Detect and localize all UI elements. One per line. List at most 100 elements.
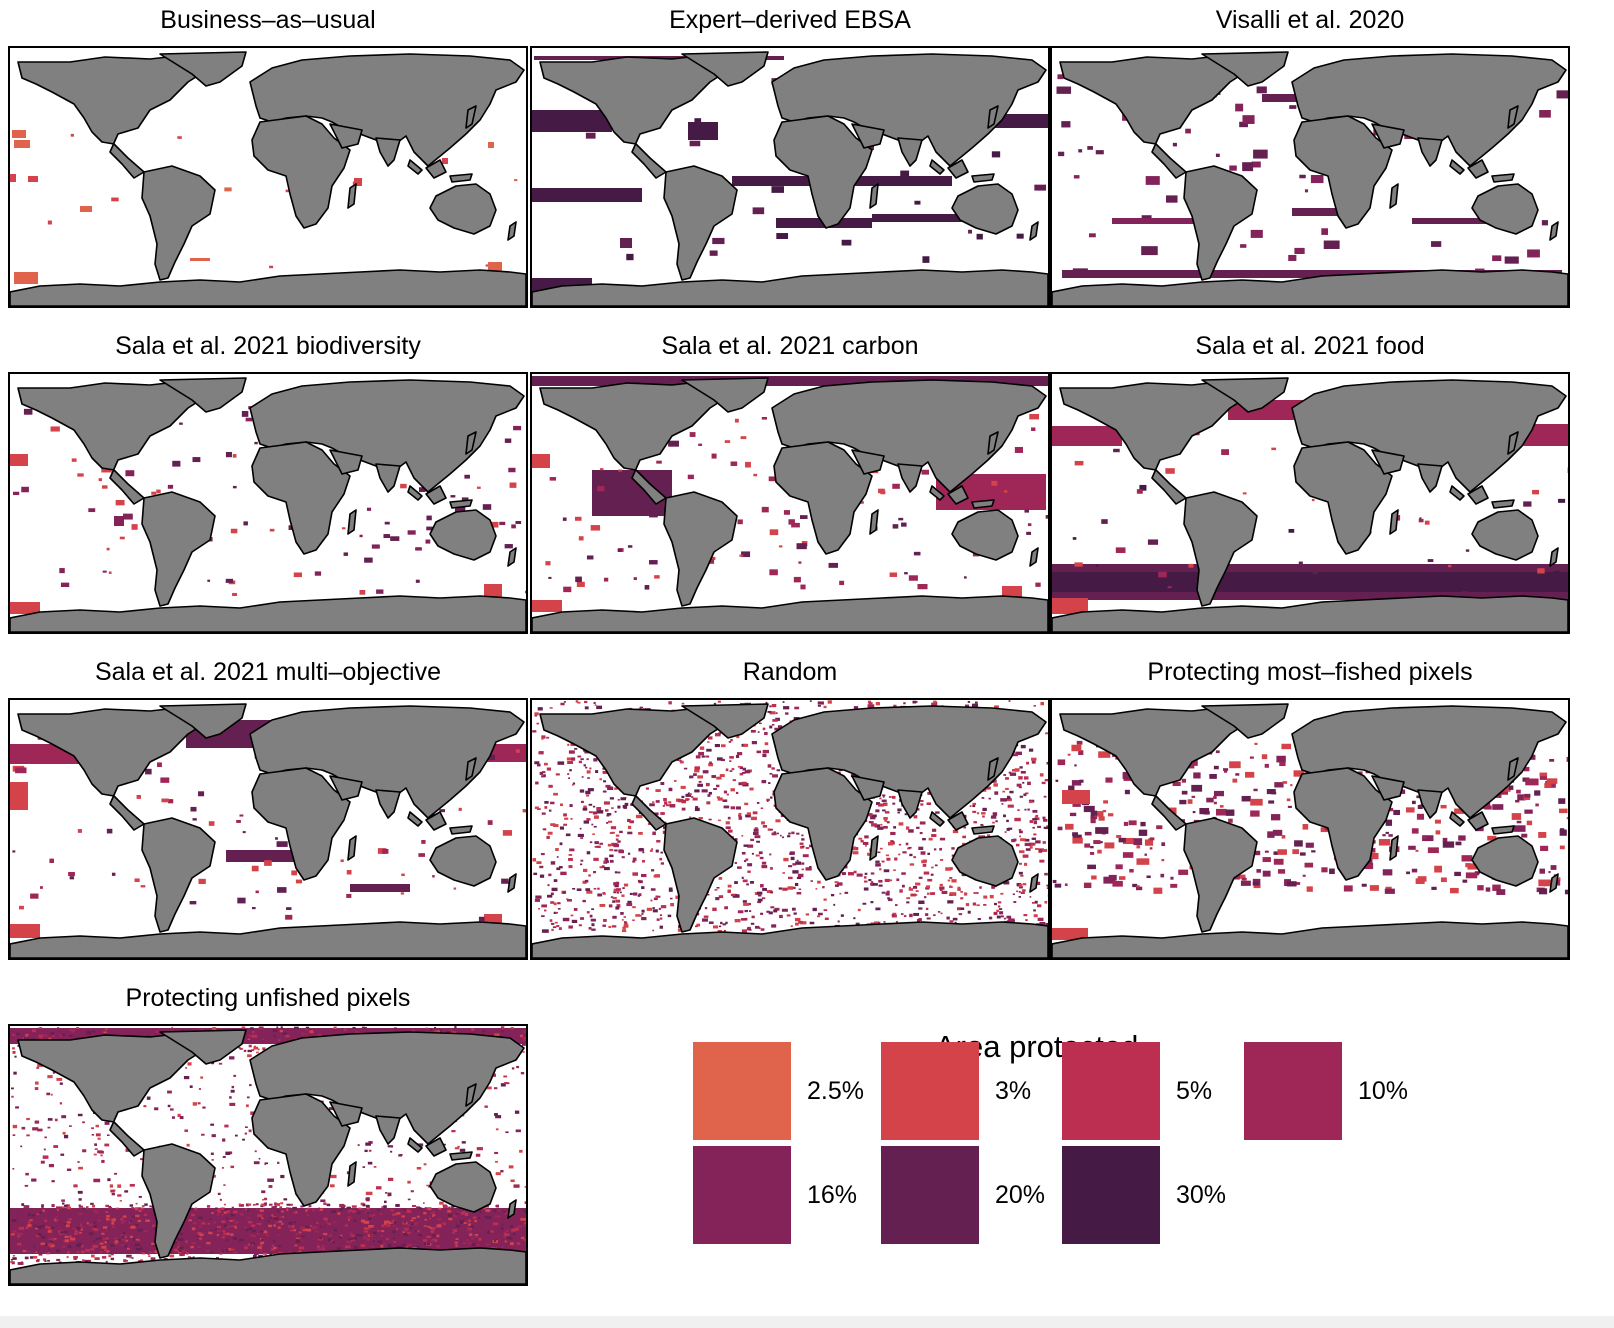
protected-pixel bbox=[348, 1219, 351, 1221]
protected-pixel bbox=[1527, 249, 1540, 258]
land bbox=[1449, 811, 1465, 827]
protected-pixel bbox=[68, 871, 75, 877]
land bbox=[375, 137, 401, 167]
protected-pixel bbox=[402, 1230, 406, 1233]
protected-pixel bbox=[785, 712, 789, 715]
protected-pixel bbox=[1304, 189, 1309, 193]
protected-pixel bbox=[694, 807, 700, 812]
protected-pixel bbox=[523, 1223, 526, 1227]
protected-pixel bbox=[44, 1260, 47, 1263]
protected-pixel bbox=[1219, 805, 1224, 808]
protected-pixel bbox=[606, 821, 609, 824]
protected-pixel bbox=[544, 909, 547, 912]
protected-pixel bbox=[703, 915, 709, 918]
protected-pixel bbox=[587, 788, 594, 792]
protected-pixel bbox=[802, 854, 809, 858]
protected-pixel bbox=[550, 823, 556, 827]
protected-pixel bbox=[447, 1233, 453, 1236]
protected-pixel bbox=[1115, 547, 1126, 553]
protected-pixel bbox=[892, 802, 896, 805]
protected-pixel bbox=[548, 809, 552, 812]
protected-pixel bbox=[1539, 772, 1548, 777]
protected-pixel bbox=[52, 1035, 55, 1038]
protected-pixel bbox=[37, 1063, 43, 1067]
protected-pixel bbox=[407, 1229, 412, 1232]
protected-pixel bbox=[40, 1226, 45, 1230]
protected-pixel bbox=[311, 1226, 317, 1229]
protected-pixel bbox=[973, 892, 976, 894]
land bbox=[507, 221, 517, 241]
protected-pixel bbox=[1431, 886, 1437, 890]
protected-pixel bbox=[1223, 768, 1229, 771]
land bbox=[507, 1199, 517, 1219]
protected-pixel bbox=[197, 1216, 203, 1220]
protected-pixel bbox=[26, 1117, 30, 1121]
protected-pixel bbox=[923, 871, 930, 875]
protected-pixel bbox=[271, 1206, 274, 1209]
protected-pixel bbox=[236, 819, 241, 823]
protected-pixel bbox=[79, 1225, 84, 1229]
land-masses bbox=[10, 377, 526, 632]
protected-pixel bbox=[582, 807, 588, 811]
protected-pixel bbox=[1123, 837, 1135, 845]
protected-pixel bbox=[912, 700, 917, 704]
protected-pixel bbox=[714, 744, 720, 748]
protected-pixel bbox=[355, 1239, 358, 1242]
protected-pixel bbox=[747, 844, 754, 848]
protected-pixel bbox=[1271, 447, 1277, 451]
protected-pixel bbox=[1382, 869, 1393, 876]
protected-pixel bbox=[137, 1228, 143, 1232]
protected-pixel bbox=[285, 1034, 290, 1038]
protected-pixel bbox=[753, 473, 758, 477]
protected-pixel bbox=[494, 1033, 500, 1037]
protected-pixel bbox=[1385, 831, 1389, 834]
protected-pixel bbox=[565, 833, 571, 837]
protected-pixel bbox=[359, 589, 366, 595]
protected-pixel bbox=[252, 1254, 257, 1258]
protected-pixel bbox=[82, 1259, 85, 1262]
protected-pixel bbox=[240, 1048, 244, 1050]
land bbox=[1052, 269, 1568, 306]
protected-pixel bbox=[590, 918, 596, 922]
protected-pixel bbox=[389, 1221, 394, 1224]
protected-pixel bbox=[453, 887, 457, 890]
protected-pixel bbox=[1447, 564, 1452, 568]
protected-pixel bbox=[865, 845, 867, 847]
protected-pixel bbox=[504, 1082, 509, 1085]
protected-pixel bbox=[124, 1236, 128, 1239]
protected-pixel bbox=[1008, 771, 1012, 774]
protected-pixel bbox=[348, 1209, 353, 1212]
protected-pixel bbox=[216, 1225, 222, 1229]
protected-pixel bbox=[837, 920, 840, 923]
protected-pixel bbox=[799, 842, 804, 845]
map-panel: Sala et al. 2021 carbon bbox=[530, 328, 1050, 648]
protected-pixel bbox=[1064, 883, 1068, 887]
protected-pixel bbox=[364, 1230, 369, 1233]
protected-pixel bbox=[488, 521, 499, 528]
protected-pixel bbox=[198, 1237, 203, 1241]
protected-pixel bbox=[867, 700, 872, 703]
protected-area bbox=[1292, 208, 1352, 216]
protected-pixel bbox=[1041, 781, 1046, 785]
protected-area bbox=[872, 214, 982, 222]
protected-pixel bbox=[42, 1155, 49, 1159]
protected-pixel bbox=[701, 789, 708, 793]
protected-pixel bbox=[919, 821, 926, 825]
protected-pixel bbox=[67, 1245, 72, 1248]
protected-pixel bbox=[1564, 889, 1568, 895]
protected-pixel bbox=[550, 901, 555, 904]
protected-pixel bbox=[730, 788, 735, 792]
protected-pixel bbox=[649, 512, 658, 518]
protected-area bbox=[1052, 928, 1088, 940]
protected-pixel bbox=[751, 915, 755, 919]
protected-pixel bbox=[224, 187, 232, 192]
protected-pixel bbox=[1023, 914, 1028, 917]
land bbox=[1029, 547, 1039, 567]
protected-pixel bbox=[321, 1244, 325, 1247]
protected-pixel bbox=[623, 883, 629, 887]
protected-pixel bbox=[207, 1222, 211, 1225]
protected-pixel bbox=[76, 1251, 80, 1253]
protected-pixel bbox=[742, 900, 747, 903]
protected-pixel bbox=[93, 1240, 96, 1242]
protected-pixel bbox=[1440, 804, 1447, 809]
